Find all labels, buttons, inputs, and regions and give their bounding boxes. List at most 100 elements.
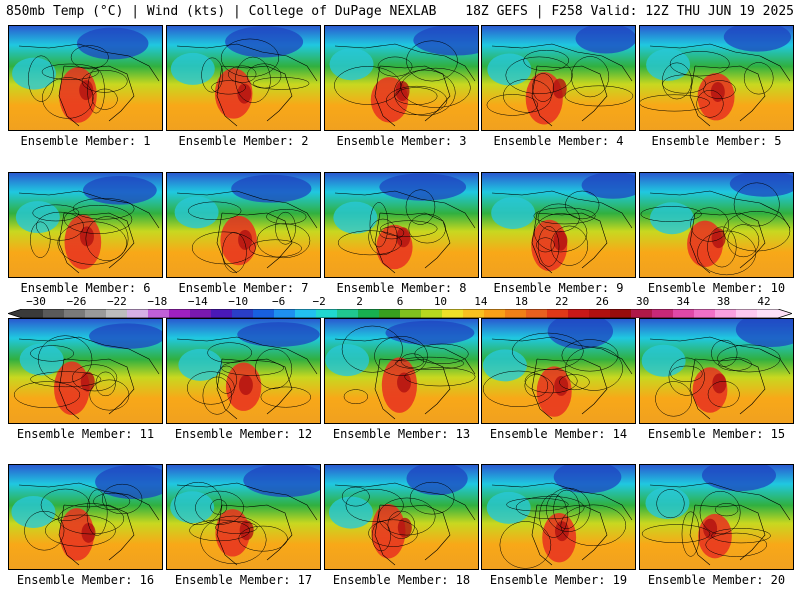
ensemble-map <box>8 25 163 131</box>
colorbar-swatch <box>736 309 758 318</box>
ensemble-member-label: Ensemble Member: 14 <box>489 427 628 441</box>
ensemble-panel: Ensemble Member: 11 <box>8 318 163 441</box>
ensemble-member-label: Ensemble Member: 5 <box>651 134 782 148</box>
ensemble-member-label: Ensemble Member: 12 <box>174 427 313 441</box>
colorbar-swatch <box>442 309 464 318</box>
colorbar-min-arrow <box>8 309 22 318</box>
ensemble-member-label: Ensemble Member: 10 <box>647 281 786 295</box>
colorbar-tick-label: −2 <box>312 295 326 308</box>
colorbar-swatch <box>190 309 212 318</box>
ensemble-panel: Ensemble Member: 12 <box>166 318 321 441</box>
colorbar-tick-label: −26 <box>66 295 87 308</box>
colorbar-tick-label: 38 <box>716 295 731 308</box>
colorbar-swatch <box>631 309 653 318</box>
colorbar-swatch <box>337 309 359 318</box>
ensemble-map <box>481 25 636 131</box>
ensemble-panel: Ensemble Member: 15 <box>639 318 794 441</box>
colorbar-tick-label: −6 <box>272 295 286 308</box>
ensemble-member-label: Ensemble Member: 1 <box>20 134 151 148</box>
ensemble-map <box>166 172 321 278</box>
colorbar-tick-label: −22 <box>106 295 127 308</box>
colorbar-tick-label: 10 <box>433 295 448 308</box>
colorbar-swatch <box>358 309 380 318</box>
colorbar-swatch <box>673 309 695 318</box>
colorbar-tick-label: 42 <box>757 295 771 308</box>
ensemble-panel: Ensemble Member: 18 <box>324 464 479 587</box>
colorbar-scale <box>8 309 792 318</box>
colorbar-swatch <box>274 309 296 318</box>
ensemble-member-label: Ensemble Member: 11 <box>16 427 155 441</box>
colorbar-tick-label: −14 <box>187 295 208 308</box>
ensemble-map <box>639 318 794 424</box>
ensemble-member-label: Ensemble Member: 16 <box>16 573 155 587</box>
colorbar-swatch <box>253 309 275 318</box>
ensemble-panel: Ensemble Member: 13 <box>324 318 479 441</box>
colorbar-swatch <box>505 309 527 318</box>
colorbar-swatch <box>148 309 170 318</box>
colorbar-swatch <box>610 309 632 318</box>
colorbar-ticks: −30 −26 −22 −18 −14 −10 −6 −2 2 6 10 14 18 22 26 30 34 38… <box>8 296 792 308</box>
ensemble-panel: Ensemble Member: 8 <box>324 172 479 295</box>
ensemble-member-label: Ensemble Member: 8 <box>336 281 467 295</box>
colorbar-swatch <box>64 309 86 318</box>
ensemble-panel: Ensemble Member: 10 <box>639 172 794 295</box>
temperature-colorbar: −30 −26 −22 −18 −14 −10 −6 −2 2 6 10 14 18 22 26 30 34 38… <box>8 296 792 320</box>
ensemble-panel: Ensemble Member: 7 <box>166 172 321 295</box>
ensemble-map <box>481 318 636 424</box>
ensemble-panel: Ensemble Member: 5 <box>639 25 794 148</box>
colorbar-tick-label: 2 <box>356 295 363 308</box>
colorbar-tick-label: 22 <box>555 295 569 308</box>
ensemble-map <box>639 25 794 131</box>
colorbar-swatch <box>547 309 569 318</box>
ensemble-member-label: Ensemble Member: 9 <box>493 281 624 295</box>
ensemble-map <box>481 464 636 570</box>
colorbar-swatch <box>526 309 548 318</box>
run-valid-time: 18Z GEFS | F258 Valid: 12Z THU JUN 19 20… <box>465 4 794 19</box>
ensemble-map <box>481 172 636 278</box>
colorbar-swatch <box>169 309 191 318</box>
ensemble-map <box>639 464 794 570</box>
ensemble-member-label: Ensemble Member: 17 <box>174 573 313 587</box>
colorbar-swatch <box>85 309 107 318</box>
ensemble-member-label: Ensemble Member: 13 <box>332 427 471 441</box>
colorbar-tick-label: 6 <box>396 295 404 308</box>
colorbar-swatch <box>43 309 65 318</box>
ensemble-panel: Ensemble Member: 4 <box>481 25 636 148</box>
ensemble-panel: Ensemble Member: 14 <box>481 318 636 441</box>
ensemble-map <box>324 318 479 424</box>
colorbar-tick-label: 18 <box>514 295 528 308</box>
colorbar-tick-label: 14 <box>474 295 488 308</box>
colorbar-tick-label: −30 <box>26 295 46 308</box>
ensemble-panel: Ensemble Member: 6 <box>8 172 163 295</box>
ensemble-map <box>639 172 794 278</box>
colorbar-tick-label: −18 <box>147 295 168 308</box>
page-title: 850mb Temp (°C) | Wind (kts) | College o… <box>6 4 437 19</box>
colorbar-swatch <box>484 309 506 318</box>
colorbar-swatch <box>694 309 716 318</box>
ensemble-member-label: Ensemble Member: 19 <box>489 573 628 587</box>
colorbar-swatch <box>757 309 779 318</box>
ensemble-map <box>324 464 479 570</box>
ensemble-map <box>166 25 321 131</box>
colorbar-tick-label: 30 <box>636 295 650 308</box>
ensemble-panel: Ensemble Member: 2 <box>166 25 321 148</box>
colorbar-swatch <box>106 309 128 318</box>
colorbar-tick-label: 34 <box>676 295 690 308</box>
ensemble-map <box>166 464 321 570</box>
colorbar-swatch <box>316 309 338 318</box>
ensemble-panel: Ensemble Member: 3 <box>324 25 479 148</box>
ensemble-member-label: Ensemble Member: 7 <box>178 281 309 295</box>
ensemble-panel: Ensemble Member: 17 <box>166 464 321 587</box>
ensemble-member-label: Ensemble Member: 3 <box>336 134 467 148</box>
ensemble-member-label: Ensemble Member: 18 <box>332 573 471 587</box>
ensemble-panel: Ensemble Member: 19 <box>481 464 636 587</box>
ensemble-member-label: Ensemble Member: 15 <box>647 427 786 441</box>
colorbar-swatch <box>400 309 422 318</box>
ensemble-map <box>166 318 321 424</box>
colorbar-swatch <box>211 309 233 318</box>
ensemble-map <box>324 25 479 131</box>
ensemble-member-label: Ensemble Member: 20 <box>647 573 786 587</box>
ensemble-map <box>8 318 163 424</box>
ensemble-panel: Ensemble Member: 1 <box>8 25 163 148</box>
colorbar-swatch <box>568 309 590 318</box>
